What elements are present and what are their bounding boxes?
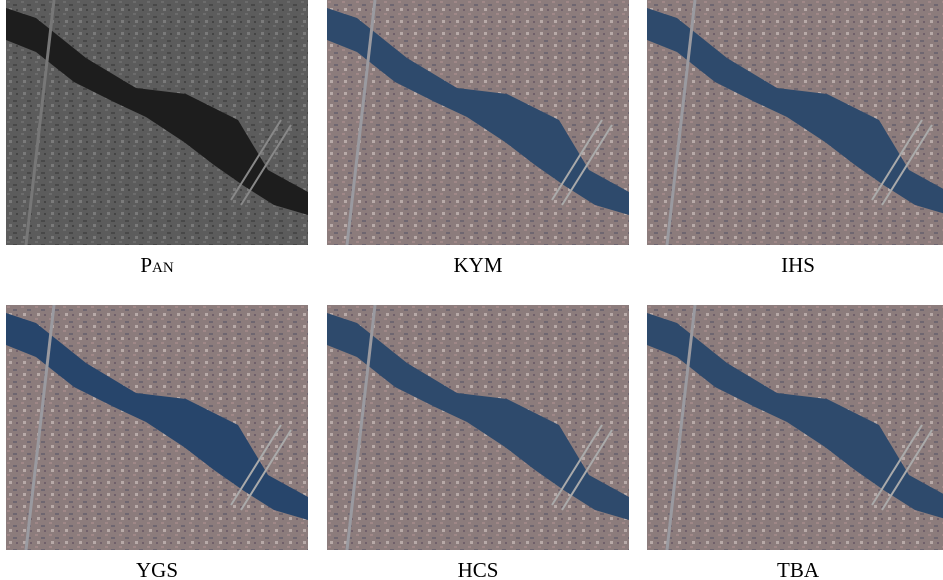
panel: IHS xyxy=(647,0,943,278)
caption: YGS xyxy=(6,558,308,580)
panel: TBA xyxy=(647,305,943,580)
panel: Pan xyxy=(6,0,308,278)
caption: TBA xyxy=(647,558,943,580)
satellite-image xyxy=(647,0,943,245)
satellite-image xyxy=(327,0,629,245)
figure: Pan KYM IHS YGS HCS TBA xyxy=(0,0,943,580)
panel: HCS xyxy=(327,305,629,580)
caption: IHS xyxy=(647,253,943,278)
panel: YGS xyxy=(6,305,308,580)
satellite-image xyxy=(647,305,943,550)
satellite-image xyxy=(327,305,629,550)
caption: KYM xyxy=(327,253,629,278)
satellite-image xyxy=(6,0,308,245)
satellite-image xyxy=(6,305,308,550)
panel: KYM xyxy=(327,0,629,278)
caption: Pan xyxy=(6,253,308,278)
caption: HCS xyxy=(327,558,629,580)
